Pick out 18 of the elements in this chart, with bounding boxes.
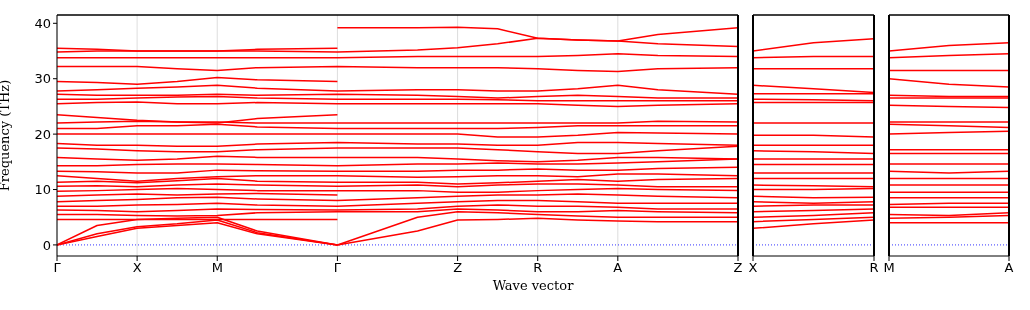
x-tick-label: R: [869, 260, 879, 276]
x-tick-label: Γ: [53, 260, 62, 276]
x-tick-label: M: [211, 260, 223, 276]
x-tick-label: Z: [453, 260, 463, 276]
x-tick-label: Γ: [333, 260, 342, 276]
y-tick-label: 30: [34, 71, 51, 87]
x-tick-label: M: [883, 260, 895, 276]
x-tick-label: A: [1004, 260, 1014, 276]
x-axis-title: Wave vector: [491, 278, 575, 293]
y-tick-label: 10: [34, 182, 51, 198]
y-tick-label: 20: [34, 126, 51, 142]
x-tick-label: Z: [733, 260, 743, 276]
x-tick-label: R: [533, 260, 543, 276]
y-tick-label: 0: [42, 237, 51, 253]
x-tick-label: A: [613, 260, 623, 276]
x-tick-label: X: [132, 260, 142, 276]
x-tick-label: X: [748, 260, 758, 276]
y-tick-label: 40: [34, 15, 51, 31]
